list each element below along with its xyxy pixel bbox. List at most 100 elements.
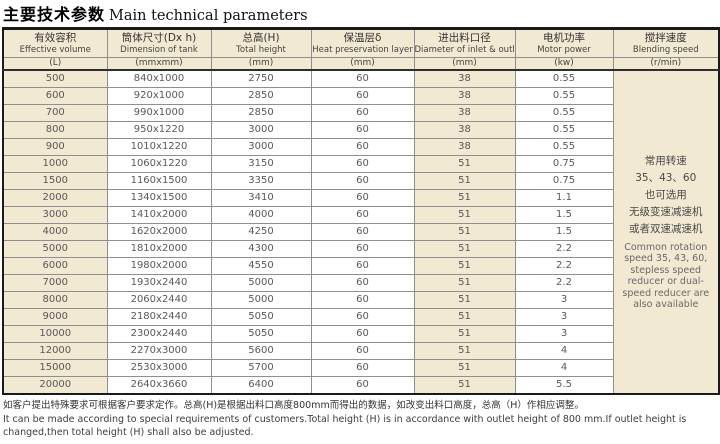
table-cell: 0.55 — [514, 86, 614, 105]
table-cell: 60 — [310, 69, 415, 88]
table-cell: 51 — [413, 290, 516, 309]
table-cell: 60 — [310, 273, 415, 292]
column-header-3: 保温层δ Heat preservation layer — [310, 28, 415, 58]
table-cell: 3000 — [2, 205, 108, 224]
table-cell: 60 — [310, 86, 415, 105]
blending-speed-note-zh-line: 或者双速减速机 — [629, 222, 703, 235]
table-cell: 0.55 — [514, 69, 614, 88]
table-cell: 2640x3660 — [106, 375, 212, 394]
table-row: 700 990x1000 2850 60 38 0.55 — [2, 103, 719, 122]
table-cell: 0.75 — [514, 171, 614, 190]
table-cell: 51 — [413, 341, 516, 360]
table-cell: 20000 — [2, 375, 108, 394]
table-cell: 1000 — [2, 154, 108, 173]
table-cell: 990x1000 — [106, 103, 212, 122]
table-row: 3000 1410x2000 4000 60 51 1.5 — [2, 205, 719, 224]
table-cell: 5600 — [210, 341, 312, 360]
table-row: 8000 2060x2440 5000 60 51 3 — [2, 290, 719, 309]
table-cell: 2270x3000 — [106, 341, 212, 360]
column-header-1: 筒体尺寸(Dx h) Dimension of tank — [106, 28, 212, 58]
table-cell: 60 — [310, 171, 415, 190]
column-unit-3: (mm) — [310, 57, 415, 71]
table-cell: 3000 — [210, 137, 312, 156]
table-cell: 60 — [310, 154, 415, 173]
column-header-2: 总高(H) Total height — [210, 28, 312, 58]
table-cell: 2180x2440 — [106, 307, 212, 326]
table-cell: 4000 — [210, 205, 312, 224]
table-cell: 51 — [413, 375, 516, 394]
table-cell: 1810x2000 — [106, 239, 212, 258]
table-cell: 2750 — [210, 69, 312, 88]
table-cell: 51 — [413, 307, 516, 326]
table-cell: 51 — [413, 222, 516, 241]
table-cell: 1010x1220 — [106, 137, 212, 156]
table-cell: 1160x1500 — [106, 171, 212, 190]
table-row: 10000 2300x2440 5050 60 51 3 — [2, 324, 719, 343]
page-title-zh: 主要技术参数 — [3, 5, 106, 24]
table-row: 12000 2270x3000 5600 60 51 4 — [2, 341, 719, 360]
table-cell: 4000 — [2, 222, 108, 241]
header-names-row: 有效容积 Effective volume 筒体尺寸(Dx h) Dimension … — [2, 28, 720, 58]
table-cell: 1980x2000 — [106, 256, 212, 275]
table-cell: 38 — [413, 120, 516, 139]
table-cell: 1930x2440 — [106, 273, 212, 292]
table-cell: 1.1 — [514, 188, 614, 207]
table-cell: 10000 — [2, 324, 108, 343]
column-unit-1: (mmxmm) — [106, 57, 212, 71]
table-cell: 51 — [413, 188, 516, 207]
table-cell: 920x1000 — [106, 86, 212, 105]
table-cell: 2060x2440 — [106, 290, 212, 309]
table-cell: 3150 — [210, 154, 312, 173]
table-cell: 5.5 — [514, 375, 614, 394]
table-cell: 5000 — [210, 290, 312, 309]
table-cell: 3000 — [210, 120, 312, 139]
table-cell: 5000 — [2, 239, 108, 258]
table-cell: 4300 — [210, 239, 312, 258]
table-cell: 38 — [413, 69, 516, 88]
table-cell: 900 — [2, 137, 108, 156]
table-cell: 51 — [413, 171, 516, 190]
column-unit-4: (mm) — [413, 57, 516, 71]
table-cell: 6000 — [2, 256, 108, 275]
table-row: 1000 1060x1220 3150 60 51 0.75 — [2, 154, 719, 173]
header-units-row: (L) (mmxmm) (mm) (mm) (mm) (kw) (r/min) — [2, 57, 720, 71]
table-cell: 38 — [413, 103, 516, 122]
blending-speed-note-zh-line: 常用转速 — [644, 154, 687, 167]
table-cell: 700 — [2, 103, 108, 122]
table-cell: 2.2 — [514, 273, 614, 292]
table-cell: 60 — [310, 358, 415, 377]
table-row: 20000 2640x3660 6400 60 51 5.5 — [2, 375, 719, 394]
table-row: 1500 1160x1500 3350 60 51 0.75 — [2, 171, 719, 190]
table-cell: 51 — [413, 273, 516, 292]
table-cell: 15000 — [2, 358, 108, 377]
table-row: 500 840x1000 2750 60 38 0.55 常用转速 35、43、60 也可选用无… — [2, 69, 720, 394]
table-cell: 60 — [310, 239, 415, 258]
table-cell: 1500 — [2, 171, 108, 190]
table-row: 9000 2180x2440 5050 60 51 3 — [2, 307, 719, 326]
column-header-0: 有效容积 Effective volume — [2, 28, 108, 58]
table-cell: 500 — [2, 69, 108, 88]
table-row: 7000 1930x2440 5000 60 51 2.2 — [2, 273, 719, 292]
table-cell: 2850 — [210, 86, 312, 105]
table-cell: 2.2 — [514, 239, 614, 258]
table-cell: 9000 — [2, 307, 108, 326]
table-row: 800 950x1220 3000 60 38 0.55 — [2, 120, 719, 139]
table-cell: 0.55 — [514, 137, 614, 156]
table-cell: 51 — [413, 324, 516, 343]
table-cell: 3 — [514, 290, 614, 309]
table-row: 4000 1620x2000 4250 60 51 1.5 — [2, 222, 719, 241]
table-cell: 4250 — [210, 222, 312, 241]
column-unit-6: (r/min) — [612, 57, 720, 71]
table-cell: 0.55 — [514, 120, 614, 139]
table-cell: 3 — [514, 324, 614, 343]
table-row: 900 1010x1220 3000 60 38 0.55 — [2, 137, 719, 156]
table-row: 15000 2530x3000 5700 60 51 4 — [2, 358, 719, 377]
table-cell: 840x1000 — [106, 69, 212, 88]
table-cell: 38 — [413, 86, 516, 105]
blending-speed-note-en: Common rotation speed 35, 43, 60, steple… — [622, 241, 710, 311]
column-unit-2: (mm) — [210, 57, 312, 71]
table-cell: 1.5 — [514, 205, 614, 224]
table-cell: 3410 — [210, 188, 312, 207]
column-unit-5: (kw) — [514, 57, 614, 71]
table-cell: 0.75 — [514, 154, 614, 173]
